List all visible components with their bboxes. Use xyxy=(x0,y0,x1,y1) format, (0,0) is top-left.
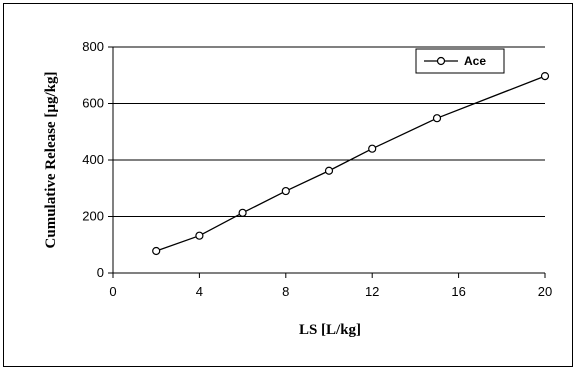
y-tick-label: 600 xyxy=(82,96,104,111)
data-point xyxy=(432,114,442,123)
y-tick-label: 800 xyxy=(82,39,104,54)
y-tick-label: 200 xyxy=(82,209,104,224)
y-tick-label: 400 xyxy=(82,152,104,167)
data-point xyxy=(540,71,550,81)
series-line-ace xyxy=(155,75,546,252)
series-group xyxy=(152,71,550,256)
legend: Ace xyxy=(415,48,505,74)
x-tick-label: 20 xyxy=(538,284,552,299)
data-point xyxy=(281,186,290,196)
legend-label: Ace xyxy=(464,54,486,68)
grid-lines xyxy=(113,46,545,217)
data-point xyxy=(368,144,377,153)
x-tick-label: 8 xyxy=(282,284,289,299)
x-tick-labels: 0 4 8 12 16 20 xyxy=(109,284,552,299)
x-tick-label: 0 xyxy=(109,284,116,299)
y-tick-label: 0 xyxy=(97,265,104,280)
data-point xyxy=(238,208,247,217)
axes xyxy=(108,46,546,278)
legend-marker xyxy=(436,56,446,66)
x-tick-label: 4 xyxy=(196,284,203,299)
data-point xyxy=(152,246,161,256)
y-axis-title: Cumulative Release [µg/kg] xyxy=(43,72,59,249)
data-point xyxy=(195,231,204,240)
x-tick-label: 16 xyxy=(451,284,465,299)
x-tick-label: 12 xyxy=(365,284,379,299)
y-tick-labels: 0 200 400 600 800 xyxy=(82,39,104,280)
x-axis-title: LS [L/kg] xyxy=(299,322,361,338)
data-point xyxy=(324,166,334,175)
